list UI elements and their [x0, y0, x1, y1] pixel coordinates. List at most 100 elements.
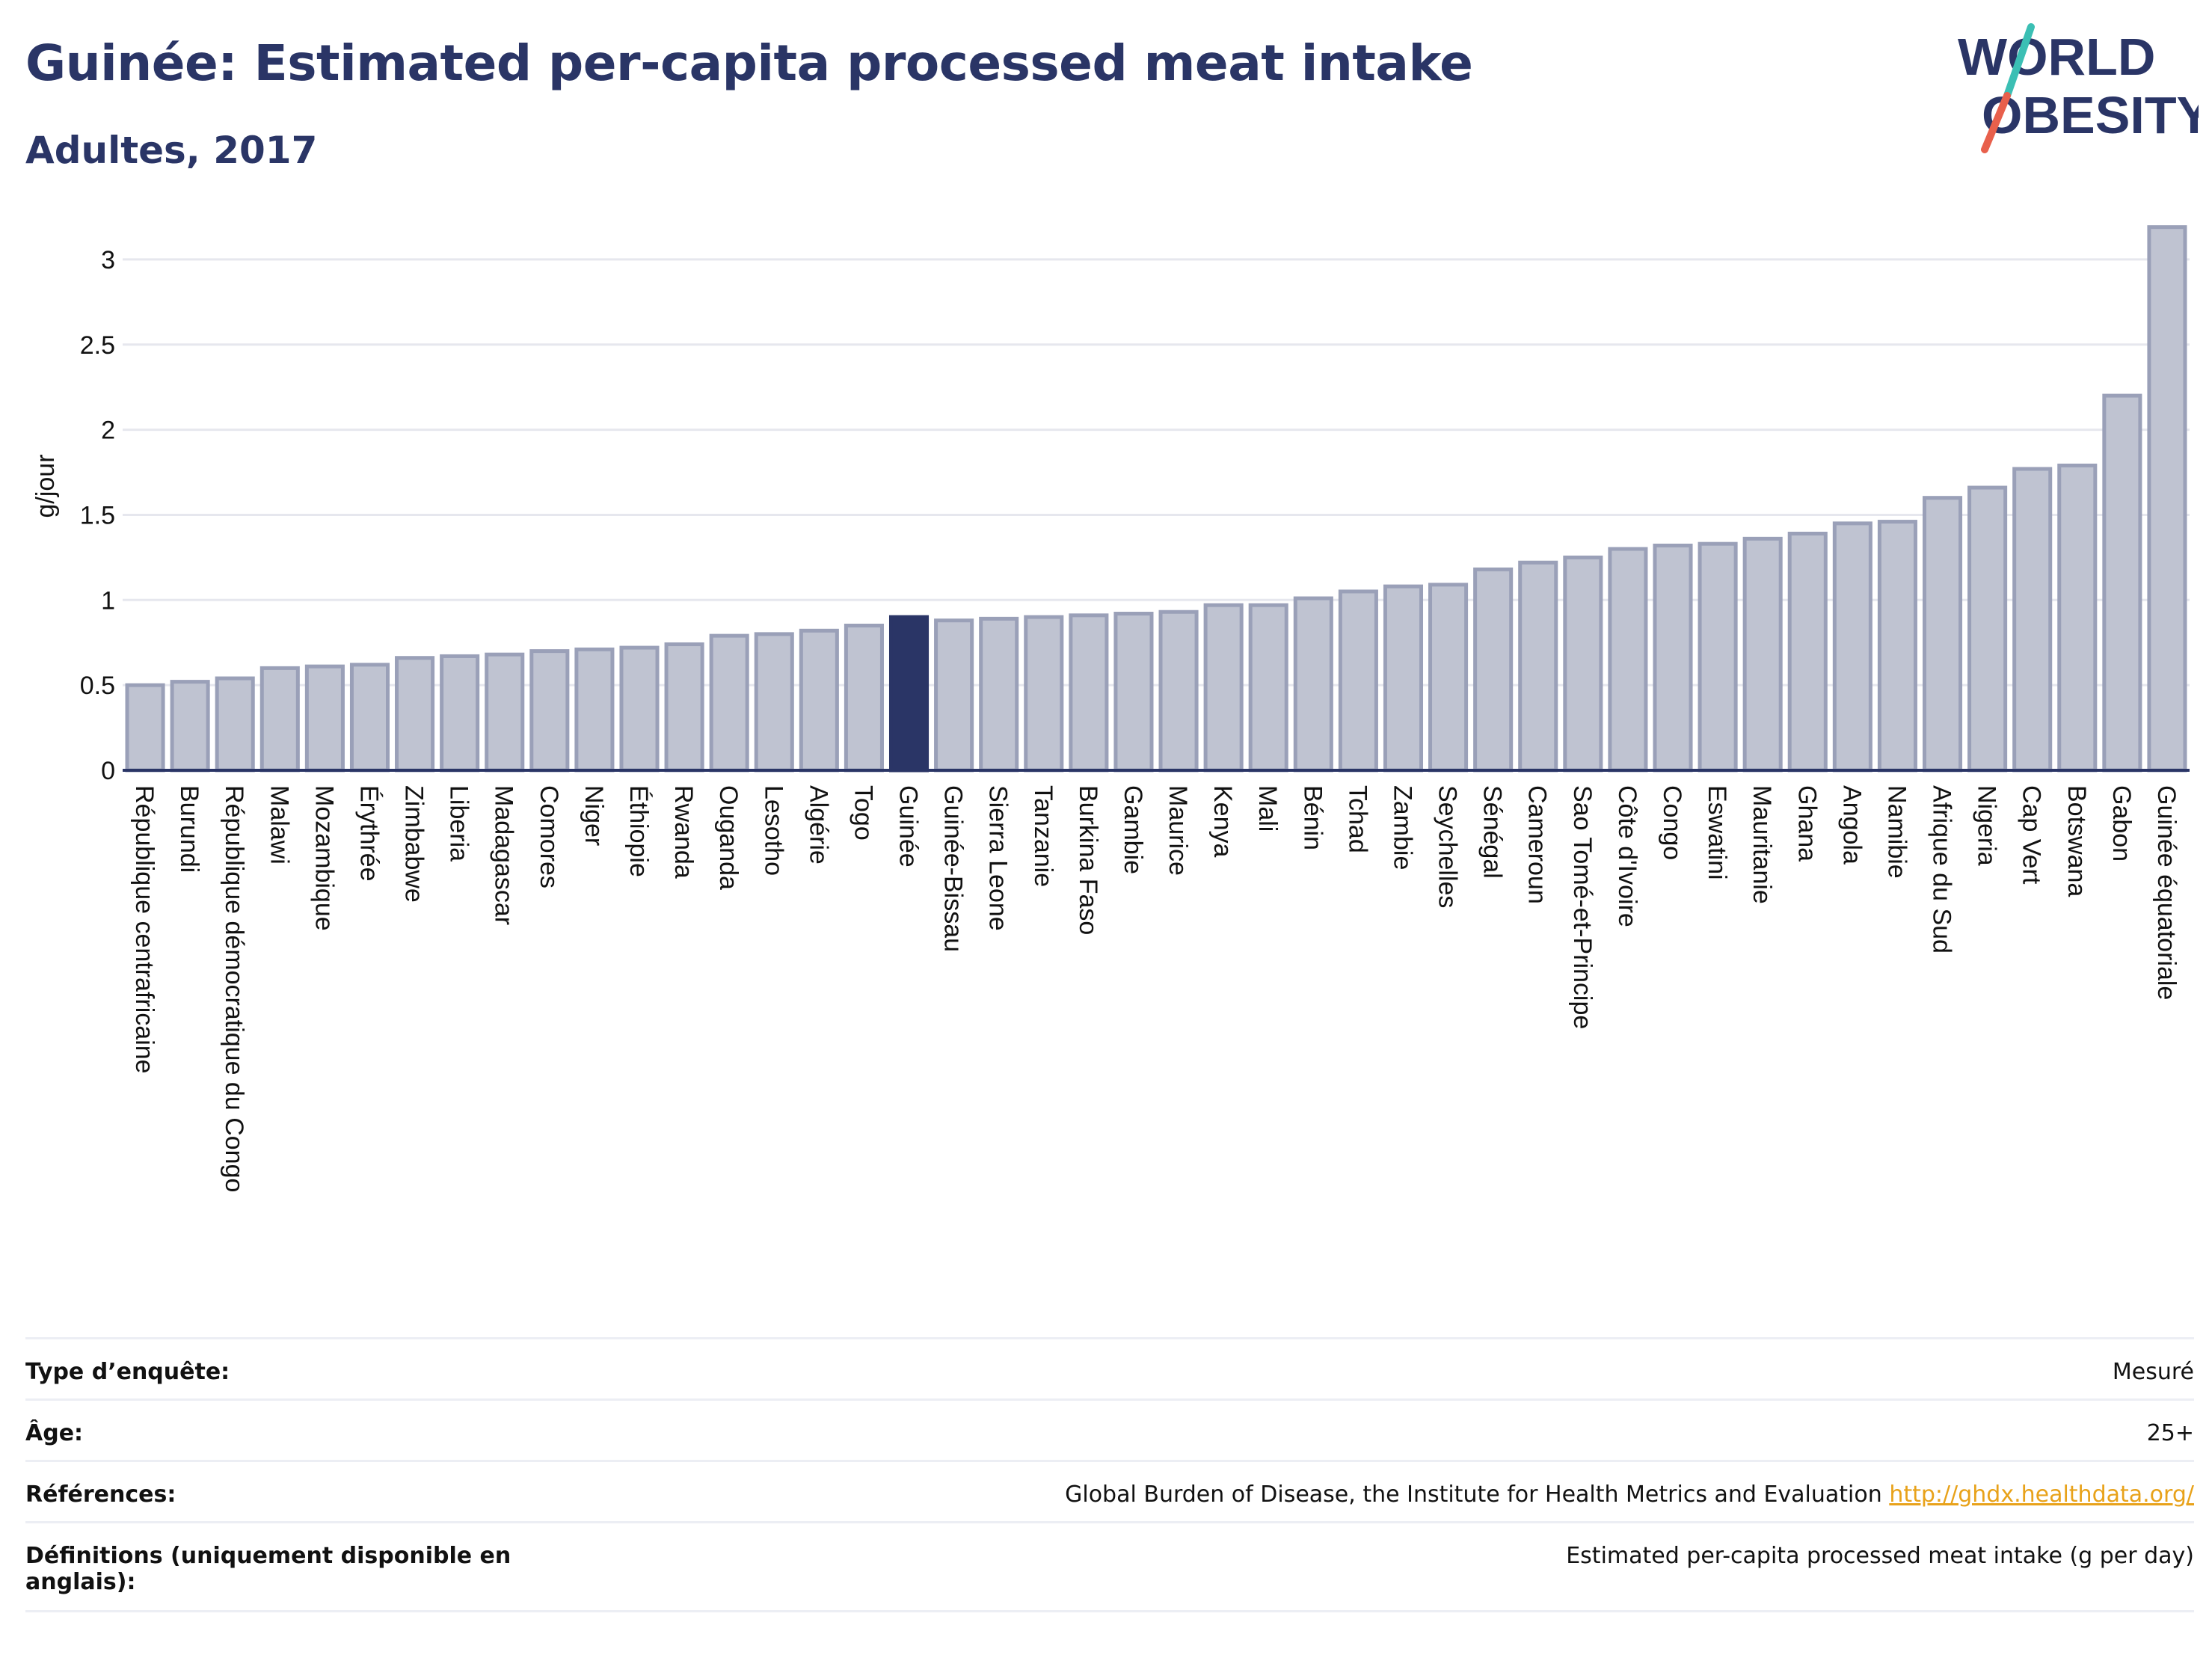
- bar[interactable]: [934, 618, 974, 773]
- x-tick-label: Guinée: [894, 785, 923, 868]
- info-row: Références: Global Burden of Disease, the…: [25, 1460, 2194, 1521]
- info-value-text: Global Burden of Disease, the Institute …: [1065, 1481, 1882, 1508]
- bar[interactable]: [1518, 560, 1558, 773]
- info-table: Type d’enquête: Mesuré Âge: 25+ Références: G…: [25, 1337, 2194, 1612]
- bar[interactable]: [2012, 467, 2053, 773]
- bar[interactable]: [1024, 615, 1064, 773]
- bar[interactable]: [1069, 613, 1109, 773]
- bar[interactable]: [1203, 603, 1244, 773]
- bar[interactable]: [574, 647, 615, 773]
- bar[interactable]: [259, 666, 300, 773]
- bar[interactable]: [304, 664, 345, 773]
- x-tick-label: Sénégal: [1478, 785, 1507, 879]
- bar[interactable]: [1383, 584, 1424, 773]
- x-tick-label: Ghana: [1792, 785, 1821, 862]
- bar[interactable]: [2102, 393, 2142, 773]
- x-tick-label: Namibie: [1882, 785, 1911, 879]
- bar[interactable]: [215, 676, 255, 773]
- x-tick-label: Comores: [535, 785, 563, 888]
- x-tick-label: Eswatini: [1703, 785, 1731, 880]
- logo-slash-red: [1981, 92, 2011, 153]
- bar[interactable]: [2147, 225, 2187, 773]
- y-tick-label: 1.5: [80, 501, 115, 529]
- bar[interactable]: [1293, 596, 1333, 773]
- logo-text-obesity: OBESITY: [1982, 86, 2199, 144]
- bar[interactable]: [619, 645, 660, 773]
- bar[interactable]: [1248, 603, 1288, 773]
- reference-link[interactable]: http://ghdx.healthdata.org/: [1889, 1481, 2194, 1508]
- bar[interactable]: [1113, 612, 1154, 773]
- bar[interactable]: [1428, 583, 1469, 773]
- info-value-text: 25+: [2146, 1420, 2194, 1446]
- x-tick-label: Afrique du Sud: [1928, 785, 1956, 954]
- info-value: Mesuré: [2113, 1359, 2194, 1385]
- x-tick-label: République centrafricaine: [130, 785, 159, 1074]
- bar[interactable]: [395, 656, 435, 773]
- bar[interactable]: [844, 623, 884, 773]
- x-tick-label: Gambie: [1119, 785, 1147, 874]
- bar[interactable]: [1473, 567, 1514, 773]
- x-tick-label: Zimbabwe: [400, 785, 428, 903]
- chart-title: Guinée: Estimated per-capita processed m…: [25, 34, 1473, 92]
- info-value: Global Burden of Disease, the Institute …: [1065, 1481, 2194, 1508]
- x-tick-label: Éthiopie: [624, 785, 653, 877]
- bar[interactable]: [979, 616, 1019, 773]
- logo-slash-teal: [2003, 23, 2035, 99]
- bar[interactable]: [1967, 485, 2008, 773]
- bar[interactable]: [1698, 541, 1738, 773]
- logo-text-world: WORLD: [1958, 28, 2155, 86]
- x-tick-label: Nigeria: [1973, 785, 2001, 866]
- bar[interactable]: [1653, 543, 1693, 773]
- x-tick-label: Malawi: [265, 785, 293, 865]
- bar[interactable]: [125, 683, 165, 773]
- x-tick-label: Ouganda: [714, 785, 743, 890]
- bar[interactable]: [1742, 536, 1783, 773]
- bar[interactable]: [799, 628, 839, 773]
- info-label: Références:: [25, 1481, 176, 1508]
- world-obesity-logo[interactable]: WORLD OBESITY: [1944, 22, 2199, 157]
- x-tick-label: Seychelles: [1434, 785, 1462, 908]
- bar-chart: 0 0.5 1 1.5 2 2.5 3 République centrafricaine B…: [31, 225, 2190, 1192]
- bar[interactable]: [664, 642, 704, 773]
- y-tick-label: 3: [101, 246, 115, 274]
- info-value-text: Estimated per-capita processed meat inta…: [1566, 1543, 2194, 1569]
- y-tick-label: 0.5: [80, 672, 115, 700]
- bar[interactable]: [1787, 532, 1828, 773]
- x-tick-label: Botswana: [2062, 785, 2091, 897]
- y-tick-label: 0: [101, 757, 115, 785]
- bar[interactable]: [1563, 555, 1603, 773]
- x-tick-label: Sierra Leone: [984, 785, 1013, 931]
- x-tick-label: Cameroun: [1523, 785, 1552, 904]
- info-row: Définitions (uniquement disponible en an…: [25, 1521, 2194, 1612]
- bar[interactable]: [1877, 520, 1917, 773]
- x-tick-label: Bénin: [1298, 785, 1327, 850]
- x-tick-label: Guinée-Bissau: [939, 785, 968, 952]
- bar[interactable]: [485, 652, 525, 773]
- x-tick-label: Liberia: [445, 785, 473, 862]
- bar[interactable]: [2057, 463, 2098, 773]
- bar[interactable]: [754, 632, 794, 773]
- bar[interactable]: [349, 663, 390, 773]
- bar-highlight[interactable]: [888, 615, 930, 773]
- bar[interactable]: [440, 654, 480, 773]
- info-label: Définitions (uniquement disponible en an…: [25, 1543, 511, 1595]
- info-row: Âge: 25+: [25, 1398, 2194, 1460]
- bar[interactable]: [1158, 610, 1199, 773]
- x-tick-label: Mauritanie: [1748, 785, 1776, 904]
- bar[interactable]: [170, 680, 210, 773]
- bar[interactable]: [1338, 589, 1378, 773]
- bar[interactable]: [1832, 521, 1872, 773]
- bar[interactable]: [709, 633, 749, 773]
- x-tick-label: Érythrée: [354, 785, 383, 882]
- x-tick-label: Gabon: [2107, 785, 2136, 862]
- x-tick-label: République démocratique du Congo: [220, 785, 248, 1192]
- x-tick-label: Burundi: [175, 785, 203, 873]
- x-tick-label: Cap Vert: [2018, 785, 2046, 885]
- bar[interactable]: [529, 649, 570, 773]
- chart-subtitle: Adultes, 2017: [25, 129, 318, 172]
- x-tick-label: Madagascar: [490, 785, 518, 925]
- bar[interactable]: [1922, 496, 1963, 773]
- x-tick-label: Mozambique: [310, 785, 338, 931]
- bar[interactable]: [1608, 547, 1648, 773]
- x-tick-labels: République centrafricaine Burundi Républiq…: [130, 785, 2181, 1192]
